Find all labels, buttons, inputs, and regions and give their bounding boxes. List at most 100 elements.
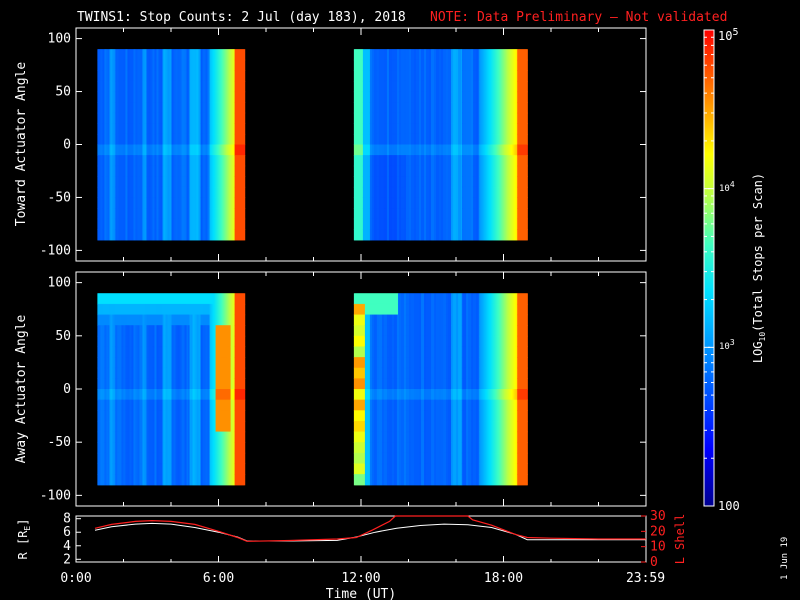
heatmap-cell <box>173 218 176 230</box>
heatmap-cell <box>162 49 165 61</box>
heatmap-cell <box>438 59 440 71</box>
heatmap-cell <box>407 208 410 220</box>
heatmap-cell <box>109 112 111 124</box>
heatmap-cell <box>369 80 372 93</box>
heatmap-cell <box>233 112 236 124</box>
heatmap-cell <box>119 186 122 199</box>
heatmap-cell <box>398 112 401 124</box>
heatmap-cell <box>434 59 436 71</box>
heatmap-cell <box>131 80 134 93</box>
heatmap-cell <box>398 102 401 114</box>
heatmap-cell <box>152 229 155 241</box>
heatmap-cell <box>412 208 414 220</box>
heatmap-cell <box>148 165 151 177</box>
heatmap-cell <box>431 133 433 146</box>
heatmap-cell <box>207 186 210 199</box>
heatmap-cell <box>210 112 213 124</box>
heatmap-cell <box>98 49 100 61</box>
heatmap-cell <box>377 229 380 241</box>
heatmap-cell <box>361 133 364 146</box>
heatmap-cell <box>458 80 460 93</box>
heatmap-cell <box>148 70 151 82</box>
heatmap-cell <box>158 176 161 188</box>
heatmap-cell <box>157 59 160 71</box>
heatmap-cell <box>188 229 191 241</box>
heatmap-cell <box>188 123 191 135</box>
heatmap-cell <box>412 229 414 241</box>
heatmap-cell <box>109 229 111 241</box>
heatmap-cell <box>154 165 157 177</box>
heatmap-cell <box>463 80 465 93</box>
heatmap-cell <box>209 186 212 199</box>
heatmap-cell <box>229 102 232 114</box>
heatmap-cell <box>423 229 425 241</box>
heatmap-cell <box>138 186 141 199</box>
heatmap-cell <box>233 70 236 82</box>
heatmap-cell <box>205 102 208 114</box>
heatmap-cell <box>379 59 382 71</box>
heatmap-cell <box>124 165 127 177</box>
heatmap-cell <box>370 155 373 167</box>
heatmap-cell <box>153 91 156 103</box>
heatmap-cell <box>452 91 454 103</box>
heatmap-cell <box>381 197 384 209</box>
heatmap-cell <box>158 91 161 103</box>
heatmap-cell <box>181 123 184 135</box>
heatmap-cell <box>402 218 405 230</box>
heatmap-cell <box>119 91 122 103</box>
heatmap-cell <box>196 218 199 230</box>
heatmap-cell <box>373 208 376 220</box>
heatmap-cell <box>355 123 358 135</box>
heatmap-cell <box>413 165 415 177</box>
heatmap-cell <box>430 80 432 93</box>
heatmap-cell <box>463 144 465 156</box>
heatmap-cell <box>476 155 478 167</box>
heatmap-cell <box>200 197 203 209</box>
heatmap-cell <box>190 91 193 103</box>
heatmap-cell <box>139 155 142 167</box>
heatmap-cell <box>191 218 194 230</box>
heatmap-cell <box>217 123 220 135</box>
heatmap-cell <box>439 176 441 188</box>
heatmap-cell <box>450 208 452 220</box>
heatmap-cell <box>418 155 420 167</box>
heatmap-cell <box>178 123 181 135</box>
heatmap-cell <box>452 197 454 209</box>
heatmap-cell <box>140 91 143 103</box>
heatmap-cell <box>366 59 369 71</box>
heatmap-cell <box>145 70 148 82</box>
heatmap-cell <box>458 123 460 135</box>
heatmap-cell <box>360 80 363 93</box>
heatmap-cell <box>222 186 225 199</box>
heatmap-cell <box>101 197 103 209</box>
heatmap-cell <box>375 165 378 177</box>
heatmap-cell <box>426 144 428 156</box>
heatmap-cell <box>407 112 410 124</box>
heatmap-cell <box>101 144 103 156</box>
heatmap-cell <box>105 229 107 241</box>
heatmap-cell <box>405 165 408 177</box>
heatmap-cell <box>374 229 377 241</box>
heatmap-cell <box>472 144 474 156</box>
heatmap-cell <box>215 165 218 177</box>
heatmap-cell <box>384 112 387 124</box>
heatmap-cell <box>405 186 408 199</box>
heatmap-cell <box>154 59 157 71</box>
heatmap-cell <box>408 208 411 220</box>
heatmap-cell <box>382 80 385 93</box>
heatmap-cell <box>161 186 164 199</box>
heatmap-cell <box>475 49 477 61</box>
heatmap-cell <box>193 123 196 135</box>
heatmap-cell <box>97 165 99 177</box>
heatmap-cell <box>445 80 447 93</box>
heatmap-cell <box>122 155 125 167</box>
heatmap-cell <box>223 80 226 93</box>
heatmap-cell <box>210 229 213 241</box>
heatmap-cell <box>209 70 212 82</box>
heatmap-cell <box>386 133 389 146</box>
heatmap-cell <box>449 144 451 156</box>
heatmap-cell <box>421 144 423 156</box>
heatmap-cell <box>373 91 376 103</box>
heatmap-cell <box>450 59 452 71</box>
heatmap-cell <box>206 155 209 167</box>
